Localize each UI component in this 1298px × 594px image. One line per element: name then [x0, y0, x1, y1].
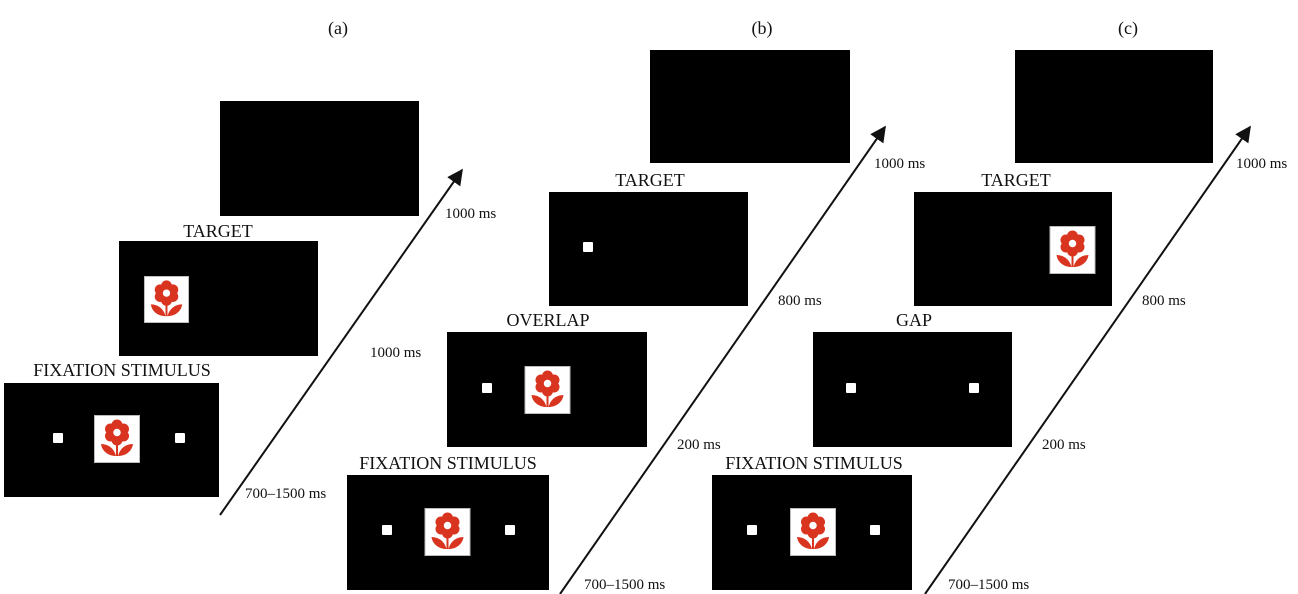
flower-stimulus	[144, 276, 188, 322]
screen-label: TARGET	[183, 221, 253, 241]
duration: 200 ms	[1042, 437, 1086, 453]
screen-label: GAP	[896, 310, 932, 330]
duration: 1000 ms	[445, 206, 496, 222]
flower-stimulus	[95, 416, 140, 463]
duration: 700–1500 ms	[245, 486, 326, 502]
square-marker	[747, 525, 757, 535]
screen-label: TARGET	[981, 170, 1051, 190]
panel-label: (c)	[1118, 18, 1138, 39]
blank-screen	[220, 101, 419, 216]
gap-screen	[813, 332, 1012, 447]
blank-screen	[650, 50, 850, 163]
duration: 200 ms	[677, 437, 721, 453]
square-marker	[505, 525, 515, 535]
screen-label: FIXATION STIMULUS	[725, 453, 903, 473]
duration: 1000 ms	[1236, 156, 1287, 172]
duration: 1000 ms	[874, 156, 925, 172]
panel-label: (b)	[752, 18, 773, 39]
duration: 700–1500 ms	[584, 577, 665, 593]
square-marker	[53, 433, 63, 443]
duration: 1000 ms	[370, 345, 421, 361]
blank-screen	[1015, 50, 1213, 163]
square-marker	[382, 525, 392, 535]
square-marker	[175, 433, 185, 443]
square-marker	[583, 242, 593, 252]
screen-label: FIXATION STIMULUS	[359, 453, 537, 473]
target-screen	[549, 192, 748, 306]
figure: (a) TARGET FIXATION STIMULUS 700–1500 ms…	[0, 0, 1298, 594]
square-marker	[482, 383, 492, 393]
panel-a: (a) TARGET FIXATION STIMULUS 700–1500 ms…	[4, 18, 496, 515]
panel-label: (a)	[328, 18, 348, 39]
flower-stimulus	[1050, 227, 1095, 274]
flower-stimulus	[791, 509, 836, 556]
screen-label: FIXATION STIMULUS	[33, 360, 211, 380]
square-marker	[969, 383, 979, 393]
square-marker	[870, 525, 880, 535]
screen-label: TARGET	[615, 170, 685, 190]
flower-stimulus	[525, 367, 570, 414]
square-marker	[846, 383, 856, 393]
duration: 700–1500 ms	[948, 577, 1029, 593]
duration: 800 ms	[1142, 293, 1186, 309]
flower-stimulus	[425, 509, 470, 556]
screen-label: OVERLAP	[506, 310, 589, 330]
duration: 800 ms	[778, 293, 822, 309]
